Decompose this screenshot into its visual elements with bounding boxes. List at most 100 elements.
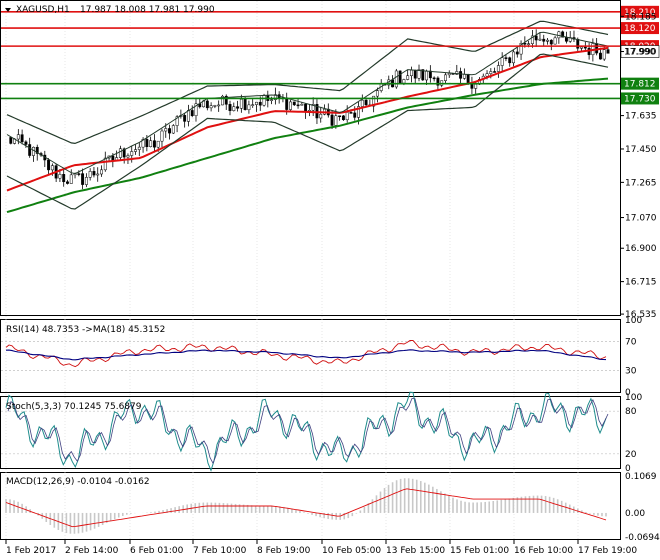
stoch-tick-label: 0	[625, 464, 631, 474]
candle-body	[462, 74, 466, 79]
candle-body	[130, 151, 134, 156]
candle-body	[24, 141, 28, 145]
level-badge-label: 18.120	[624, 24, 656, 34]
candle-body	[186, 110, 190, 122]
candle-body	[546, 39, 549, 42]
candle-body	[81, 173, 85, 185]
candle-body	[345, 112, 349, 121]
candle-body	[338, 115, 342, 118]
price-badge-label: 17.990	[624, 48, 656, 58]
candle-body	[156, 140, 160, 148]
candle-body	[217, 104, 221, 107]
y-tick-label: 16.715	[625, 278, 657, 288]
candle-body	[9, 137, 13, 144]
sma-red-line	[6, 46, 609, 192]
y-tick-label: 16.900	[625, 244, 657, 254]
candle-body	[398, 70, 402, 84]
candle-body	[421, 69, 425, 81]
candle-body	[436, 77, 440, 86]
candle-body	[285, 97, 289, 110]
candle-body	[606, 49, 610, 54]
x-axis-ticks: 1 Feb 2017 2 Feb 14:00 6 Feb 01:00 7 Feb 10…	[5, 540, 637, 556]
candle-body	[493, 71, 497, 73]
candle-body	[255, 101, 258, 105]
level-badge-label: 18.210	[624, 8, 656, 18]
candle-body	[360, 99, 364, 107]
rsi-tick-label: 100	[625, 316, 642, 326]
candle-body	[32, 146, 35, 156]
candle-body	[304, 103, 308, 113]
main-pane-frame	[0, 0, 621, 316]
grid	[5, 1, 579, 540]
candle-body	[402, 79, 406, 84]
candle-body	[171, 125, 175, 134]
candle-body	[251, 104, 255, 106]
candle-body	[190, 110, 194, 116]
candle-body	[341, 115, 345, 121]
candle-body	[122, 148, 126, 158]
candle-body	[364, 99, 368, 106]
candle-body	[205, 100, 209, 109]
candle-body	[500, 57, 504, 66]
candle-body	[270, 99, 274, 101]
candle-body	[50, 165, 54, 171]
candle-body	[459, 71, 463, 79]
candle-body	[92, 171, 96, 176]
candle-body	[428, 70, 432, 79]
candle-body	[576, 38, 580, 49]
candle-body	[84, 177, 88, 185]
candle-body	[432, 77, 436, 80]
candle-body	[561, 31, 565, 38]
candle-body	[224, 95, 228, 105]
candle-body	[69, 174, 73, 184]
candle-body	[553, 37, 557, 45]
rsi-series	[1, 340, 620, 371]
macd-tick-label: -0.0694	[625, 533, 660, 543]
rsi-tick-label: 30	[625, 366, 637, 376]
y-tick-label: 17.635	[625, 112, 657, 122]
candle-body	[485, 73, 489, 77]
candle-body	[47, 159, 51, 171]
rsi-ma-line	[5, 349, 607, 361]
candle-body	[534, 35, 538, 41]
candle-body	[228, 104, 232, 111]
candle-body	[243, 99, 247, 110]
candle-body	[542, 38, 546, 42]
x-tick-label: 8 Feb 19:00	[257, 546, 311, 556]
candle-body	[523, 43, 527, 45]
candle-body	[118, 148, 122, 158]
macd-title: MACD(12,26,9) -0.0104 -0.0162	[6, 477, 150, 487]
rsi-tick-label: 0	[625, 388, 631, 398]
candle-body	[519, 43, 523, 55]
candle-body	[273, 94, 277, 100]
candle-body	[489, 71, 493, 74]
candle-body	[126, 155, 130, 158]
candle-body	[213, 105, 217, 107]
candle-body	[221, 95, 224, 106]
dropdown-triangle-icon[interactable]	[5, 8, 11, 12]
symbol-title: XAGUSD,H1	[16, 5, 70, 15]
candle-body	[580, 46, 583, 49]
candle-body	[406, 75, 410, 80]
candle-body	[58, 174, 62, 179]
candle-body	[236, 106, 240, 109]
candle-body	[88, 171, 92, 178]
candle-body	[164, 128, 168, 132]
candle-body	[149, 140, 153, 148]
candle-body	[349, 112, 353, 114]
macd-tick-label: 0.1069	[625, 472, 657, 482]
candle-body	[455, 71, 459, 75]
y-tick-label: 17.070	[625, 214, 657, 224]
candle-body	[16, 134, 20, 140]
stoch-main-line	[5, 391, 607, 472]
candle-body	[134, 149, 137, 152]
candle-body	[111, 155, 115, 161]
candle-body	[152, 140, 156, 148]
y-tick-label: 17.265	[625, 178, 657, 188]
candle-body	[334, 115, 338, 126]
rsi-title: RSI(14) 48.7353 ->MA(18) 45.3152	[6, 325, 165, 335]
candle-body	[239, 99, 243, 109]
price-series	[6, 20, 610, 214]
